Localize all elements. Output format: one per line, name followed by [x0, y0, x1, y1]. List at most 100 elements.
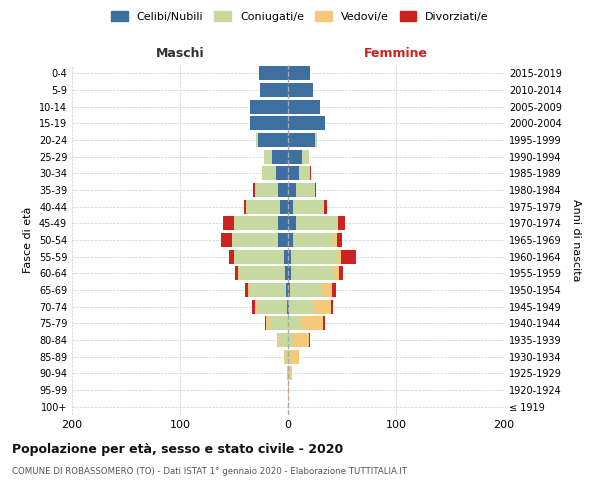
Bar	[258, 133, 288, 147]
Bar	[288, 166, 299, 180]
Bar	[332, 283, 335, 297]
Bar	[250, 116, 288, 130]
Bar	[245, 283, 248, 297]
Bar	[266, 316, 269, 330]
Bar	[276, 166, 288, 180]
Bar	[296, 183, 315, 197]
Bar	[299, 166, 310, 180]
Bar	[288, 200, 293, 214]
Bar	[323, 200, 327, 214]
Bar	[288, 183, 296, 197]
Bar	[264, 150, 272, 164]
Bar	[223, 216, 234, 230]
Bar	[256, 133, 258, 147]
Text: Maschi: Maschi	[155, 47, 205, 60]
Bar	[288, 350, 290, 364]
Bar	[259, 66, 288, 80]
Bar	[262, 166, 276, 180]
Bar	[334, 266, 339, 280]
Bar	[296, 216, 337, 230]
Bar	[234, 250, 284, 264]
Bar	[289, 366, 292, 380]
Bar	[293, 200, 323, 214]
Bar	[288, 383, 289, 397]
Bar	[334, 233, 337, 247]
Bar	[248, 283, 249, 297]
Bar	[288, 100, 320, 114]
Bar	[280, 333, 288, 347]
Bar	[277, 333, 280, 347]
Text: Popolazione per età, sesso e stato civile - 2020: Popolazione per età, sesso e stato civil…	[12, 442, 343, 456]
Bar	[235, 266, 238, 280]
Bar	[278, 233, 288, 247]
Bar	[338, 250, 341, 264]
Bar	[288, 250, 291, 264]
Bar	[221, 233, 232, 247]
Bar	[239, 266, 285, 280]
Text: Femmine: Femmine	[364, 47, 428, 60]
Bar	[293, 233, 334, 247]
Bar	[290, 350, 299, 364]
Bar	[269, 316, 288, 330]
Bar	[288, 150, 302, 164]
Bar	[322, 283, 332, 297]
Bar	[339, 266, 343, 280]
Bar	[253, 183, 254, 197]
Bar	[229, 250, 234, 264]
Bar	[265, 316, 266, 330]
Bar	[308, 333, 310, 347]
Bar	[310, 166, 311, 180]
Bar	[249, 283, 286, 297]
Text: COMUNE DI ROBASSOMERO (TO) - Dati ISTAT 1° gennaio 2020 - Elaborazione TUTTITALI: COMUNE DI ROBASSOMERO (TO) - Dati ISTAT …	[12, 468, 407, 476]
Bar	[244, 200, 246, 214]
Bar	[341, 250, 356, 264]
Bar	[302, 150, 308, 164]
Bar	[337, 233, 342, 247]
Legend: Celibi/Nubili, Coniugati/e, Vedovi/e, Divorziati/e: Celibi/Nubili, Coniugati/e, Vedovi/e, Di…	[108, 8, 492, 25]
Bar	[284, 250, 288, 264]
Bar	[232, 233, 278, 247]
Bar	[254, 183, 278, 197]
Bar	[250, 100, 288, 114]
Bar	[258, 300, 287, 314]
Bar	[288, 316, 302, 330]
Bar	[289, 300, 313, 314]
Bar	[234, 216, 278, 230]
Bar	[278, 216, 288, 230]
Y-axis label: Fasce di età: Fasce di età	[23, 207, 33, 273]
Bar	[288, 66, 310, 80]
Bar	[288, 366, 289, 380]
Bar	[278, 183, 288, 197]
Bar	[272, 150, 288, 164]
Bar	[291, 266, 334, 280]
Bar	[288, 216, 296, 230]
Bar	[323, 316, 325, 330]
Bar	[253, 300, 254, 314]
Bar	[284, 350, 285, 364]
Bar	[288, 333, 293, 347]
Bar	[246, 200, 280, 214]
Bar	[290, 283, 322, 297]
Bar	[288, 133, 315, 147]
Bar	[286, 283, 288, 297]
Bar	[287, 300, 288, 314]
Bar	[288, 283, 290, 297]
Bar	[315, 133, 317, 147]
Bar	[280, 200, 288, 214]
Bar	[287, 366, 288, 380]
Bar	[293, 333, 308, 347]
Bar	[338, 216, 345, 230]
Bar	[288, 266, 291, 280]
Bar	[254, 300, 258, 314]
Bar	[288, 116, 325, 130]
Bar	[313, 300, 331, 314]
Bar	[337, 216, 338, 230]
Bar	[285, 350, 288, 364]
Bar	[302, 316, 323, 330]
Y-axis label: Anni di nascita: Anni di nascita	[571, 198, 581, 281]
Bar	[285, 266, 288, 280]
Bar	[288, 233, 293, 247]
Bar	[331, 300, 334, 314]
Bar	[288, 300, 289, 314]
Bar	[238, 266, 239, 280]
